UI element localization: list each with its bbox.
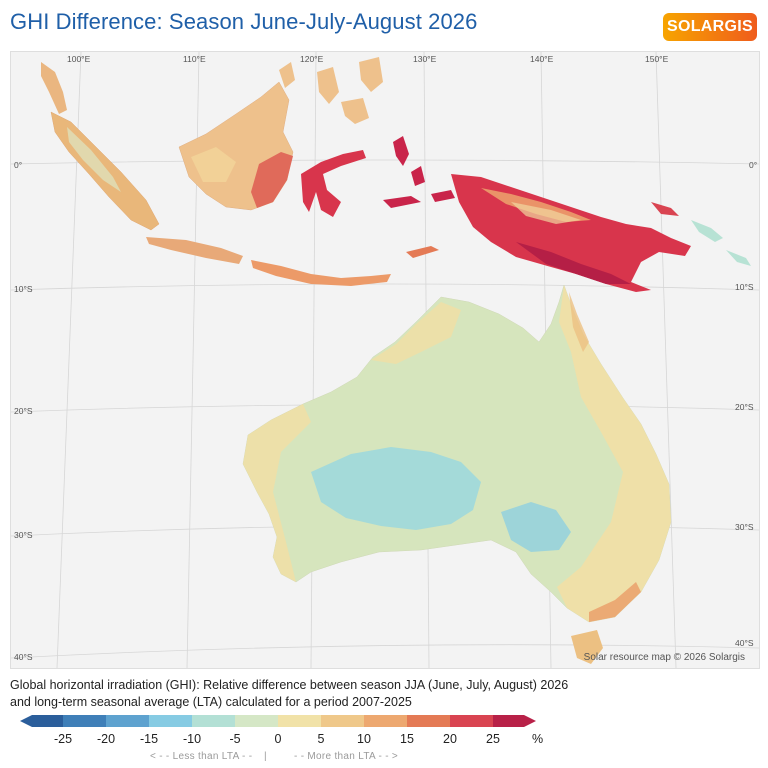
legend-tick-label: -5 (229, 732, 241, 746)
maluku-islands (383, 136, 455, 208)
legend-caption: Global horizontal irradiation (GHI): Rel… (10, 677, 630, 711)
map-title: GHI Difference: Season June-July-August … (10, 9, 478, 34)
legend-swatch (192, 715, 235, 727)
legend-tick-label: -20 (96, 732, 116, 746)
latitude-labels-right: 0° 10°S 20°S 30°S 40°S (735, 160, 757, 648)
lat-label: 10°S (735, 282, 754, 292)
lat-label: 30°S (14, 530, 33, 540)
australia-landmass (242, 284, 672, 664)
lon-label: 150°E (645, 54, 669, 64)
legend-tick-label: 20 (443, 732, 457, 746)
legend-tick-label: 15 (400, 732, 414, 746)
map-area[interactable]: 100°E 110°E 120°E 130°E 140°E 150°E 0° 1… (10, 51, 760, 669)
legend-more-than-lta: - - More than LTA - - > (294, 751, 399, 762)
sulawesi (301, 150, 366, 217)
lon-label: 130°E (413, 54, 437, 64)
lat-label: 40°S (14, 652, 33, 662)
new-guinea (451, 174, 691, 292)
legend-tick-label: -10 (182, 732, 202, 746)
legend-swatch (364, 715, 407, 727)
legend-separator: | (264, 751, 267, 762)
map-canvas: 100°E 110°E 120°E 130°E 140°E 150°E 0° 1… (11, 52, 759, 668)
legend-tick-label: -25 (53, 732, 73, 746)
lon-label: 110°E (183, 54, 206, 64)
legend-tick-label: 10 (357, 732, 371, 746)
philippines (279, 57, 383, 124)
lat-label: 10°S (14, 284, 33, 294)
legend-swatch (450, 715, 493, 727)
lat-label: 0° (749, 160, 757, 170)
legend-unit: % (532, 732, 544, 746)
lon-label: 100°E (67, 54, 91, 64)
lat-label: 20°S (735, 402, 754, 412)
legend-swatch (63, 715, 106, 727)
legend-swatch (106, 715, 149, 727)
caption-line-2: and long-term seasonal average (LTA) cal… (10, 695, 412, 709)
legend-tick-label: 5 (317, 732, 325, 746)
legend-color-bar (20, 715, 536, 727)
java-lesser-sunda (146, 237, 391, 286)
lat-label: 0° (14, 160, 22, 170)
lon-label: 120°E (300, 54, 324, 64)
borneo (178, 81, 294, 211)
lat-label: 20°S (14, 406, 33, 416)
legend-swatch (321, 715, 364, 727)
solargis-logo: SOLARGIS (663, 13, 757, 41)
caption-line-1: Global horizontal irradiation (GHI): Rel… (10, 678, 569, 692)
legend-less-than-lta: < - - Less than LTA - - (150, 751, 253, 762)
legend-tick-label: 25 (486, 732, 500, 746)
timor (406, 246, 439, 258)
longitude-labels: 100°E 110°E 120°E 130°E 140°E 150°E (67, 54, 669, 64)
tasmania (571, 630, 603, 664)
sumatra (50, 111, 160, 231)
latitude-labels-left: 0° 10°S 20°S 30°S 40°S (14, 160, 33, 662)
lat-label: 30°S (735, 522, 754, 532)
legend-tick-label: 0 (274, 732, 282, 746)
legend-swatch (493, 715, 536, 727)
map-credit: Solar resource map © 2026 Solargis (583, 652, 745, 663)
legend-swatch (149, 715, 192, 727)
legend-swatch (20, 715, 63, 727)
malay-peninsula (41, 62, 67, 114)
legend-swatch (278, 715, 321, 727)
lon-label: 140°E (530, 54, 554, 64)
lat-label: 40°S (735, 638, 754, 648)
legend-swatch (407, 715, 450, 727)
legend-swatch (235, 715, 278, 727)
legend-tick-label: -15 (139, 732, 159, 746)
bismarck-solomon-islands (651, 202, 751, 266)
color-legend: -25 -20 -15 -10 -5 0 5 10 15 20 25 % < - - Less th… (10, 713, 550, 765)
